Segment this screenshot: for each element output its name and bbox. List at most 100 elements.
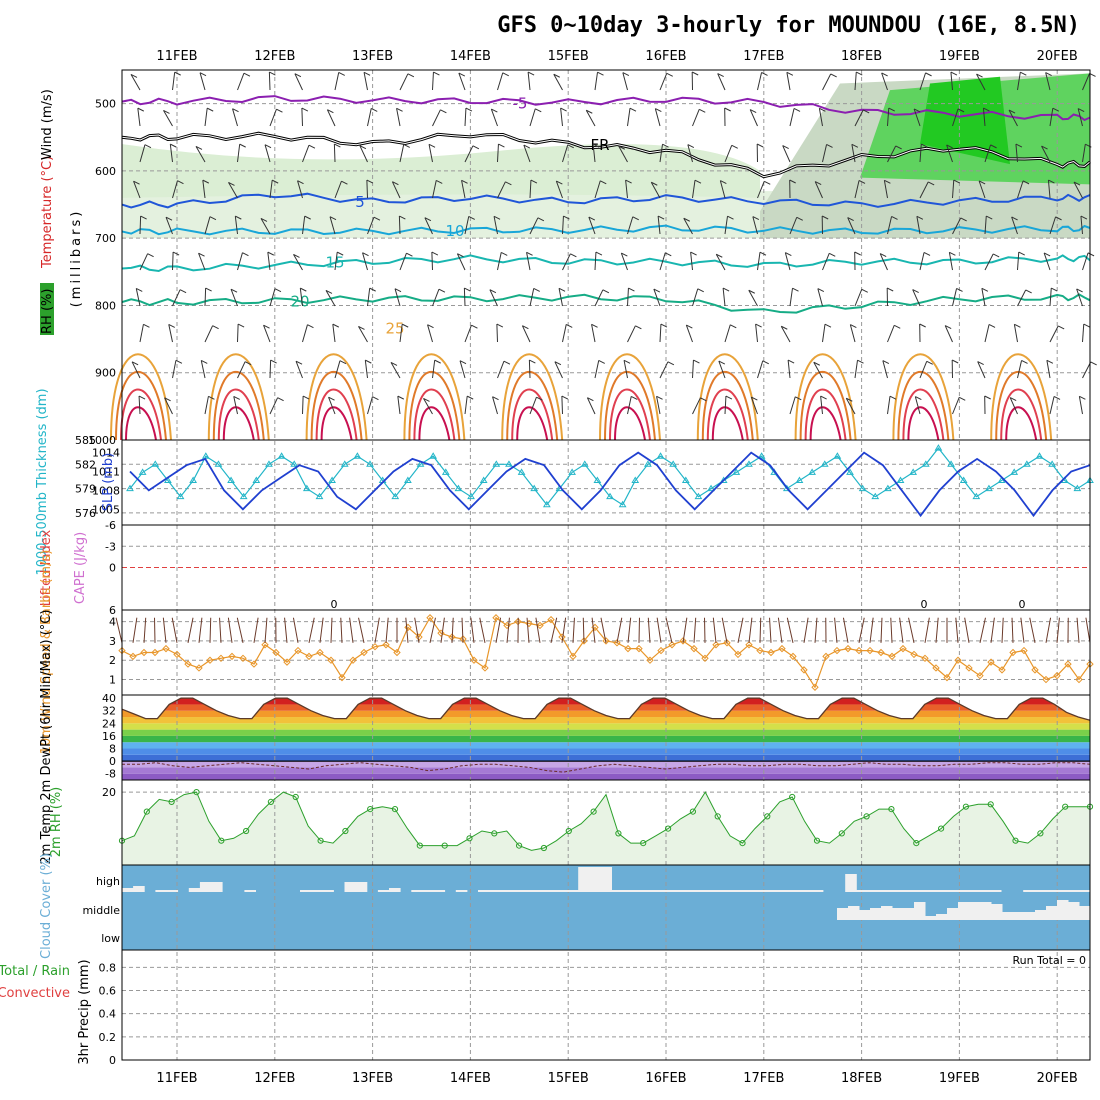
bl-temp-contour	[115, 371, 167, 441]
wind-barb-flag	[992, 253, 1000, 258]
wind-barb-flag	[493, 215, 501, 220]
wind-barb	[172, 180, 178, 199]
wind-barb-flag	[267, 251, 275, 256]
wind-barb	[172, 72, 176, 91]
rh2m-point	[838, 830, 845, 837]
rh2m-point	[764, 813, 771, 820]
cloud-gap-bar	[767, 890, 779, 892]
rh2m-point	[987, 801, 994, 808]
bl-temp-contour	[609, 388, 651, 441]
upper-tick-label: 500	[95, 98, 116, 111]
wind-barb-flag	[591, 323, 598, 328]
wind-barb-flag	[341, 180, 348, 185]
day-label-bottom: 13FEB	[352, 1071, 393, 1086]
wind-barb	[1082, 73, 1090, 91]
wind10-point	[921, 654, 929, 663]
thickness-point	[391, 492, 400, 500]
wind-barb	[627, 216, 634, 235]
thickness-point	[189, 476, 198, 483]
cloud-gap-bar	[1078, 890, 1091, 892]
wind-barb-flag	[586, 109, 593, 114]
wind-barb	[692, 109, 700, 127]
wind-barb-flag	[1048, 179, 1055, 184]
wind-barb	[1017, 360, 1023, 379]
upper-tick-label: 800	[95, 299, 116, 312]
wind10-barb	[535, 617, 541, 643]
thickness-point	[631, 476, 640, 483]
wind-barb	[588, 216, 596, 235]
wind-barb	[757, 72, 763, 91]
rh2m-point	[714, 813, 721, 820]
wind-barb	[782, 145, 791, 163]
wind-barb-flag	[1073, 181, 1081, 186]
temp-tick-label: 40	[102, 692, 116, 705]
wind-barb-flag	[228, 181, 235, 186]
cloud-gap-bar	[956, 890, 969, 892]
wind-barb-flag	[786, 71, 794, 76]
thickness-point	[846, 468, 854, 475]
thickness-point	[1010, 468, 1019, 475]
panel-frame-wind	[121, 609, 1091, 696]
wind-barb	[135, 288, 141, 307]
day-label-bottom: 11FEB	[156, 1071, 197, 1086]
wind-barb-flag	[851, 143, 859, 148]
wind-barb	[822, 324, 826, 343]
cape-ylabel: CAPE (J/kg)	[73, 532, 88, 604]
bl-temp-contour	[516, 406, 549, 441]
wind10-point	[569, 652, 577, 661]
cloud-gap-bar	[734, 890, 746, 892]
wind-barb	[367, 108, 372, 127]
wind10-barb	[786, 617, 794, 643]
wind10-point	[899, 644, 907, 653]
wind10-barb	[869, 617, 874, 643]
wind-barb	[594, 289, 604, 307]
day-label-bottom: 15FEB	[548, 1071, 589, 1086]
wind-barb	[527, 72, 531, 91]
cloud-gap-bar	[934, 890, 946, 892]
cloud-gap-bar	[478, 890, 490, 892]
wind-barb	[1080, 216, 1083, 235]
day-label-top: 11FEB	[156, 49, 197, 64]
wind-barb	[302, 324, 308, 343]
wind10-point	[679, 637, 687, 645]
wind-barb	[204, 108, 208, 127]
wind-barb	[456, 253, 466, 271]
cloud-gap-bar	[1045, 890, 1058, 892]
upper-tick-label: 600	[95, 165, 116, 178]
wind10-point	[1053, 671, 1061, 680]
wind10-barb	[777, 617, 783, 643]
wind10-barb	[647, 617, 651, 643]
wind-barb	[529, 217, 539, 235]
cloud-gap-bar	[544, 890, 557, 892]
wind10-barb	[479, 617, 486, 643]
cloud-gap-bar	[889, 890, 902, 892]
wind-barb-flag	[307, 324, 314, 329]
wind-barb-flag	[424, 217, 432, 222]
thickness-point	[669, 460, 678, 467]
rh2m-point	[342, 827, 349, 835]
thickness-point	[315, 492, 324, 500]
wind-barb	[1015, 144, 1018, 163]
thickness-point	[517, 468, 526, 475]
wind-barb	[169, 144, 173, 163]
wind10-barb	[600, 617, 607, 643]
wind-barb	[650, 182, 661, 199]
wind10-point	[877, 648, 885, 657]
wind-barb-flag	[1076, 288, 1083, 293]
wind-barb-flag	[718, 360, 726, 365]
bl-temp-contour	[418, 406, 451, 441]
rh2m-point	[441, 842, 448, 849]
wind-barb	[428, 144, 433, 163]
wind-barb-flag	[1045, 72, 1052, 76]
wind-barb-flag	[693, 359, 700, 364]
day-label-bottom: 16FEB	[645, 1071, 686, 1086]
thickness-point	[732, 468, 741, 475]
cloud-gap-bar	[377, 890, 390, 892]
day-label-bottom: 20FEB	[1037, 1071, 1078, 1086]
wind10-tick-label: 1	[109, 674, 116, 687]
wind-barb	[618, 146, 628, 163]
wind-barb	[332, 324, 336, 343]
wind-barb	[822, 73, 832, 91]
wind-barb-flag	[716, 253, 723, 258]
wind-barb	[528, 359, 531, 379]
